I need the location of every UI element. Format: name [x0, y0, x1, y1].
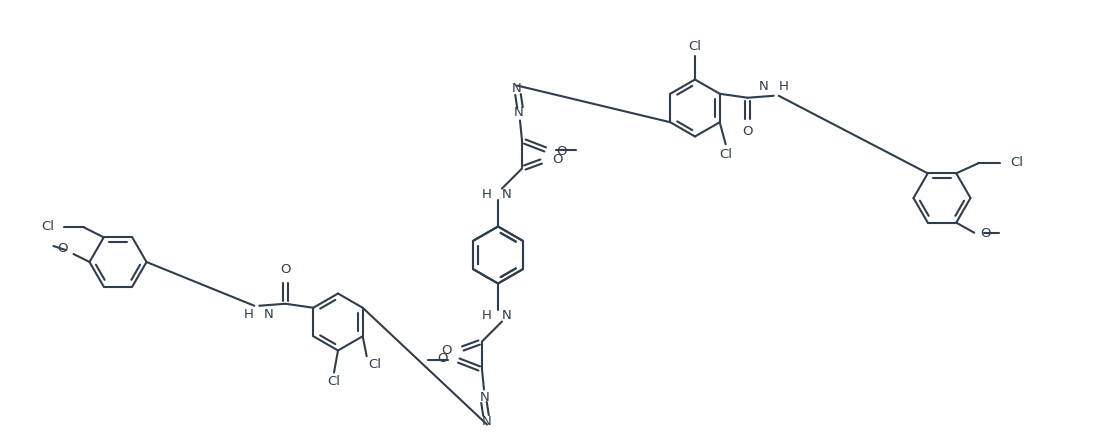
Text: H: H	[244, 308, 253, 321]
Text: N: N	[502, 309, 511, 322]
Text: Cl: Cl	[41, 220, 54, 233]
Text: Cl: Cl	[720, 148, 732, 161]
Text: O: O	[280, 263, 291, 276]
Text: O: O	[57, 242, 68, 255]
Text: N: N	[514, 106, 524, 119]
Text: H: H	[779, 80, 789, 93]
Text: O: O	[743, 125, 753, 138]
Text: N: N	[480, 391, 490, 403]
Text: N: N	[759, 80, 769, 93]
Text: N: N	[482, 415, 491, 428]
Text: N: N	[512, 82, 522, 95]
Text: O: O	[441, 344, 452, 357]
Text: H: H	[482, 309, 491, 322]
Text: O: O	[556, 145, 566, 158]
Text: Cl: Cl	[1010, 156, 1024, 169]
Text: N: N	[263, 308, 273, 321]
Text: Cl: Cl	[689, 40, 701, 53]
Text: O: O	[438, 352, 448, 365]
Text: H: H	[482, 188, 491, 201]
Text: O: O	[552, 153, 563, 166]
Text: O: O	[981, 227, 991, 240]
Text: Cl: Cl	[369, 358, 381, 371]
Text: Cl: Cl	[328, 375, 340, 388]
Text: N: N	[502, 188, 511, 201]
